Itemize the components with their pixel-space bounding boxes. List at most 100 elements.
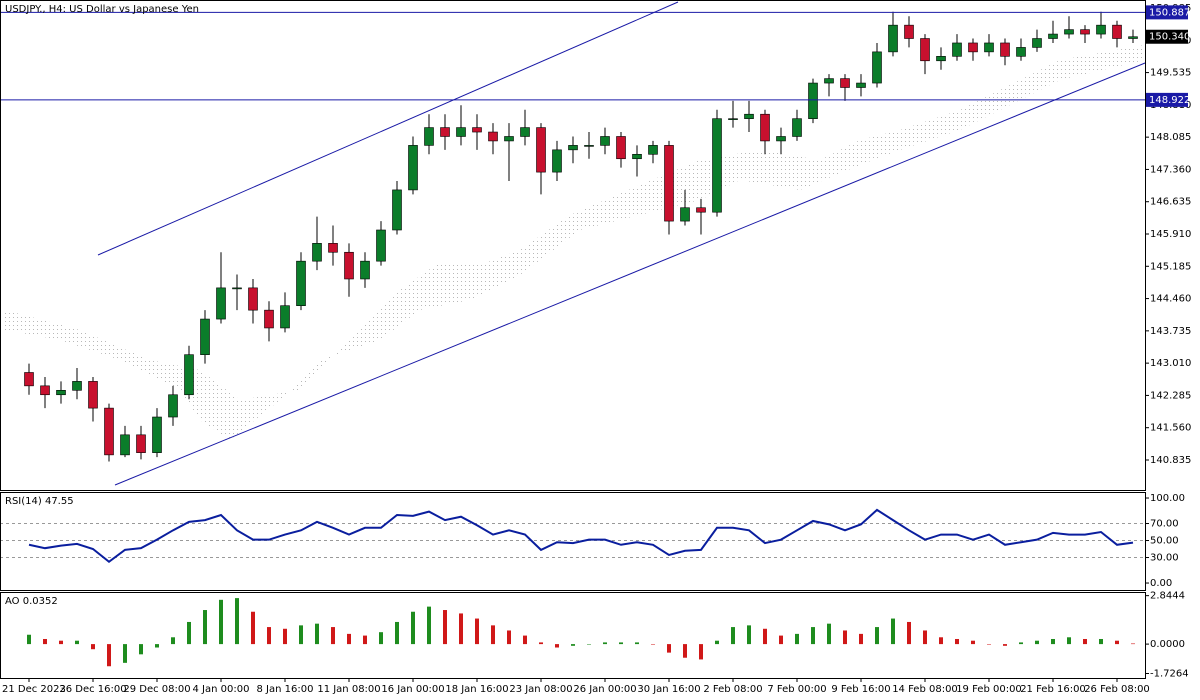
ao-bar bbox=[1131, 643, 1135, 645]
x-tick-label: 16 Jan 00:00 bbox=[381, 684, 444, 695]
candle-body bbox=[968, 42, 978, 53]
ao-bar bbox=[907, 621, 911, 645]
candle-body bbox=[664, 145, 674, 222]
ao-title: AO 0.0352 bbox=[5, 596, 58, 607]
candle-body bbox=[1080, 29, 1090, 35]
y-tick-label: -1.7264 bbox=[1150, 669, 1189, 680]
ao-bar bbox=[379, 632, 383, 645]
ao-bar bbox=[699, 644, 703, 660]
candle-body bbox=[984, 42, 994, 53]
candle-body bbox=[584, 145, 594, 147]
ao-bar bbox=[411, 611, 415, 645]
ao-bar bbox=[1019, 642, 1023, 645]
candle-body bbox=[456, 127, 466, 137]
candle-body bbox=[504, 136, 514, 142]
ao-bar bbox=[235, 598, 239, 645]
candle-body bbox=[1000, 42, 1010, 57]
candle-body bbox=[408, 145, 418, 191]
candle-body bbox=[344, 251, 354, 280]
y-tick-label: 143.735 bbox=[1150, 326, 1191, 337]
y-tick-label: 147.360 bbox=[1150, 164, 1191, 175]
y-tick-label: 0.00 bbox=[1150, 578, 1172, 589]
y-tick-label: 142.285 bbox=[1150, 390, 1191, 401]
candle-body bbox=[488, 131, 498, 142]
candle-body bbox=[792, 118, 802, 137]
rsi-frame bbox=[0, 492, 1146, 591]
x-tick-label: 29 Dec 08:00 bbox=[123, 684, 190, 695]
candle-body bbox=[552, 149, 562, 173]
x-tick-label: 4 Jan 00:00 bbox=[193, 684, 250, 695]
y-tick-label: 146.635 bbox=[1150, 197, 1191, 208]
candle-body bbox=[856, 82, 866, 88]
ao-bar bbox=[363, 635, 367, 645]
x-tick-label: 21 Dec 2023 bbox=[2, 684, 66, 695]
candle-body bbox=[472, 127, 482, 133]
y-tick-label: 141.560 bbox=[1150, 423, 1191, 434]
candle-body bbox=[88, 381, 98, 409]
price-tag-label: 148.922 bbox=[1149, 95, 1190, 106]
ao-bar bbox=[539, 642, 543, 645]
last-price-tag bbox=[1146, 29, 1188, 44]
candle-body bbox=[24, 372, 34, 387]
ao-bar bbox=[443, 610, 447, 645]
ao-bar bbox=[475, 618, 479, 645]
candle-body bbox=[216, 287, 226, 320]
y-tick-label: 145.185 bbox=[1150, 261, 1191, 272]
ao-bar bbox=[955, 638, 959, 645]
ao-bar bbox=[347, 633, 351, 645]
candle-body bbox=[184, 354, 194, 396]
y-tick-label: 0.0000 bbox=[1150, 639, 1185, 650]
candle-body bbox=[728, 118, 738, 120]
y-tick-label: 30.00 bbox=[1150, 553, 1179, 564]
candle-body bbox=[536, 127, 546, 173]
ao-bar bbox=[299, 625, 303, 645]
ao-bar bbox=[251, 611, 255, 645]
y-tick-label: 100.00 bbox=[1150, 493, 1185, 504]
ao-bar bbox=[843, 630, 847, 645]
ao-bar bbox=[571, 644, 575, 646]
ao-bar bbox=[187, 621, 191, 645]
candle-body bbox=[904, 24, 914, 39]
y-tick-label: 144.460 bbox=[1150, 294, 1191, 305]
candle-body bbox=[168, 394, 178, 418]
ao-bar bbox=[1067, 637, 1071, 645]
candle-body bbox=[424, 127, 434, 146]
candle-body bbox=[312, 243, 322, 262]
main-frame bbox=[0, 0, 1146, 491]
candle-body bbox=[152, 416, 162, 453]
ao-bar bbox=[43, 638, 47, 645]
ao-bar bbox=[507, 630, 511, 645]
ao-bar bbox=[91, 644, 95, 650]
ao-bar bbox=[619, 642, 623, 645]
candle-body bbox=[104, 407, 114, 456]
ao-bar bbox=[203, 610, 207, 645]
candle-body bbox=[40, 385, 50, 396]
candle-body bbox=[824, 78, 834, 84]
candle-body bbox=[56, 389, 66, 396]
ao-bar bbox=[123, 644, 127, 663]
ao-bar bbox=[1003, 644, 1007, 646]
chart-title: USDJPY., H4: US Dollar vs Japanese Yen bbox=[5, 4, 199, 15]
last-price-label: 150.340 bbox=[1149, 32, 1190, 43]
y-tick-label: 140.835 bbox=[1150, 455, 1191, 466]
ao-bar bbox=[827, 623, 831, 645]
ao-bar bbox=[683, 644, 687, 658]
ao-bar bbox=[603, 642, 607, 645]
x-tick-label: 26 Feb 08:00 bbox=[1084, 684, 1150, 695]
candle-body bbox=[680, 207, 690, 222]
candle-body bbox=[568, 145, 578, 151]
ao-bar bbox=[427, 606, 431, 645]
candle-body bbox=[712, 118, 722, 213]
y-tick-label: 148.085 bbox=[1150, 132, 1191, 143]
ao-bar bbox=[59, 640, 63, 645]
rsi-title: RSI(14) 47.55 bbox=[5, 496, 74, 507]
candle-body bbox=[296, 260, 306, 306]
ao-bar bbox=[395, 621, 399, 645]
candle-body bbox=[392, 189, 402, 231]
x-tick-label: 30 Jan 16:00 bbox=[637, 684, 700, 695]
y-tick-label: 50.00 bbox=[1150, 536, 1179, 547]
channel-lower bbox=[114, 62, 1146, 486]
x-tick-label: 21 Feb 16:00 bbox=[1020, 684, 1086, 695]
ao-bar bbox=[27, 634, 31, 645]
